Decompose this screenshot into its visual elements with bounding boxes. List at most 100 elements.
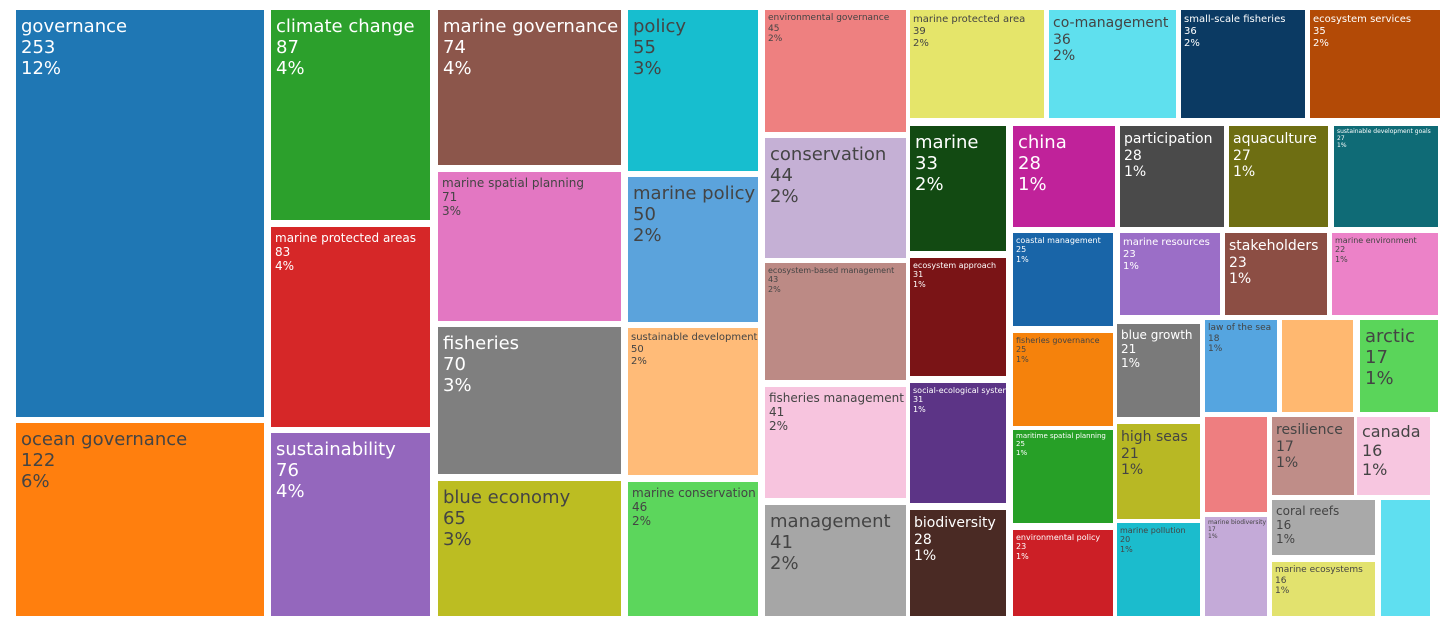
tile-label: marine xyxy=(915,132,979,153)
tile-percent: 1% xyxy=(914,548,937,565)
treemap-tile: policy 55 3% xyxy=(628,10,758,171)
tile-percent: 3% xyxy=(443,529,472,551)
treemap-tile xyxy=(1381,500,1430,616)
treemap-tile: social-ecological systems 31 1% xyxy=(910,383,1006,503)
tile-count: 76 xyxy=(276,460,299,482)
treemap-tile: marine protected area 39 2% xyxy=(910,10,1044,118)
tile-label: resilience xyxy=(1276,422,1343,438)
tile-label: environmental governance xyxy=(768,13,890,23)
tile-count: 28 xyxy=(1018,153,1041,175)
tile-count: 25 xyxy=(1016,440,1025,449)
treemap-tile: marine resources 23 1% xyxy=(1120,233,1220,315)
treemap-tile: law of the sea 18 1% xyxy=(1205,320,1277,412)
tile-percent: 2% xyxy=(915,174,944,196)
tile-label: ocean governance xyxy=(21,429,188,450)
tile-percent: 2% xyxy=(1313,37,1329,49)
treemap-tile: marine 33 2% xyxy=(910,126,1006,251)
tile-percent: 1% xyxy=(1233,164,1256,181)
tile-label: fisheries governance xyxy=(1016,336,1100,345)
tile-label: marine governance xyxy=(443,16,619,37)
tile-percent: 1% xyxy=(1208,344,1223,355)
tile-percent: 1% xyxy=(1208,533,1218,541)
tile-count: 65 xyxy=(443,508,466,530)
treemap-tile: sustainable development goals 27 1% xyxy=(1334,126,1438,227)
treemap-tile: blue economy 65 3% xyxy=(438,481,621,616)
tile-label: governance xyxy=(21,16,128,37)
tile-count: 253 xyxy=(21,37,56,59)
tile-count: 35 xyxy=(1313,25,1326,37)
tile-label: conservation xyxy=(770,144,887,165)
treemap-tile: environmental governance 45 2% xyxy=(765,10,906,132)
tile-percent: 2% xyxy=(632,514,652,529)
tile-label: ecosystem approach xyxy=(913,261,997,270)
tile-percent: 1% xyxy=(1365,368,1394,390)
tile-label: ecosystem services xyxy=(1313,14,1412,25)
tile-count: 20 xyxy=(1120,535,1131,545)
tile-label: blue economy xyxy=(443,487,571,508)
treemap-tile: marine governance 74 4% xyxy=(438,10,621,165)
tile-percent: 1% xyxy=(1229,271,1252,288)
tile-percent: 12% xyxy=(21,58,62,80)
tile-count: 87 xyxy=(276,37,299,59)
tile-percent: 2% xyxy=(1053,48,1076,65)
tile-label: marine environment xyxy=(1335,236,1417,245)
tile-label: environmental policy xyxy=(1016,533,1101,542)
tile-count: 16 xyxy=(1275,575,1287,586)
tile-count: 50 xyxy=(633,204,656,226)
tile-label: fisheries management xyxy=(769,391,904,405)
treemap-tile: fisheries management 41 2% xyxy=(765,387,906,498)
tile-count: 31 xyxy=(913,395,924,405)
treemap-tile: marine ecosystems 16 1% xyxy=(1272,562,1375,616)
tile-label: coral reefs xyxy=(1276,504,1340,518)
tile-label: law of the sea xyxy=(1208,323,1272,333)
tile-percent: 1% xyxy=(1335,254,1348,264)
treemap-tile: co-management 36 2% xyxy=(1049,10,1176,118)
tile-count: 36 xyxy=(1053,31,1071,48)
tile-percent: 2% xyxy=(913,37,929,49)
tile-label: marine ecosystems xyxy=(1275,565,1363,575)
tile-percent: 2% xyxy=(770,553,799,575)
tile-percent: 1% xyxy=(1121,356,1141,371)
tile-label: marine biodiversity xyxy=(1208,519,1267,526)
tile-count: 16 xyxy=(1362,440,1383,460)
treemap-tile: aquaculture 27 1% xyxy=(1229,126,1328,227)
tile-count: 17 xyxy=(1276,438,1294,455)
tile-count: 16 xyxy=(1276,518,1292,533)
tile-count: 45 xyxy=(768,23,780,34)
tile-count: 25 xyxy=(1016,245,1027,255)
tile-count: 18 xyxy=(1208,333,1220,344)
tile-count: 41 xyxy=(769,405,785,420)
tile-count: 23 xyxy=(1123,248,1136,260)
tile-label: marine policy xyxy=(633,183,756,204)
treemap-tile: participation 28 1% xyxy=(1120,126,1224,227)
treemap-tile: marine conservation 46 2% xyxy=(628,482,758,616)
treemap-tile: marine protected areas 83 4% xyxy=(271,227,430,427)
treemap-tile: ocean governance 122 6% xyxy=(16,423,264,616)
treemap-tile: ecosystem approach 31 1% xyxy=(910,258,1006,376)
treemap-tile: marine biodiversity 17 1% xyxy=(1205,517,1267,616)
tile-label: stakeholders xyxy=(1229,238,1319,254)
tile-label: policy xyxy=(633,16,686,37)
treemap-tile: maritime spatial planning 25 1% xyxy=(1013,430,1113,523)
tile-count: 50 xyxy=(631,343,644,355)
tile-percent: 3% xyxy=(443,375,472,397)
tile-label: small-scale fisheries xyxy=(1184,14,1286,25)
tile-count: 27 xyxy=(1337,135,1345,143)
tile-percent: 2% xyxy=(769,419,789,434)
treemap-tile: fisheries governance 25 1% xyxy=(1013,333,1113,426)
tile-percent: 4% xyxy=(275,259,295,274)
tile-count: 17 xyxy=(1365,347,1388,369)
treemap-tile: governance 253 12% xyxy=(16,10,264,417)
tile-percent: 1% xyxy=(913,404,926,414)
tile-label: high seas xyxy=(1121,429,1188,445)
treemap-tile: canada 16 1% xyxy=(1357,417,1430,495)
tile-percent: 1% xyxy=(1275,586,1290,597)
tile-percent: 4% xyxy=(276,58,305,80)
tile-count: 41 xyxy=(770,532,793,554)
tile-label: marine protected area xyxy=(913,14,1026,25)
tile-label: aquaculture xyxy=(1233,131,1317,147)
tile-label: canada xyxy=(1362,422,1421,441)
tile-percent: 2% xyxy=(633,225,662,247)
treemap-tile: marine policy 50 2% xyxy=(628,177,758,322)
tile-percent: 2% xyxy=(631,355,647,367)
